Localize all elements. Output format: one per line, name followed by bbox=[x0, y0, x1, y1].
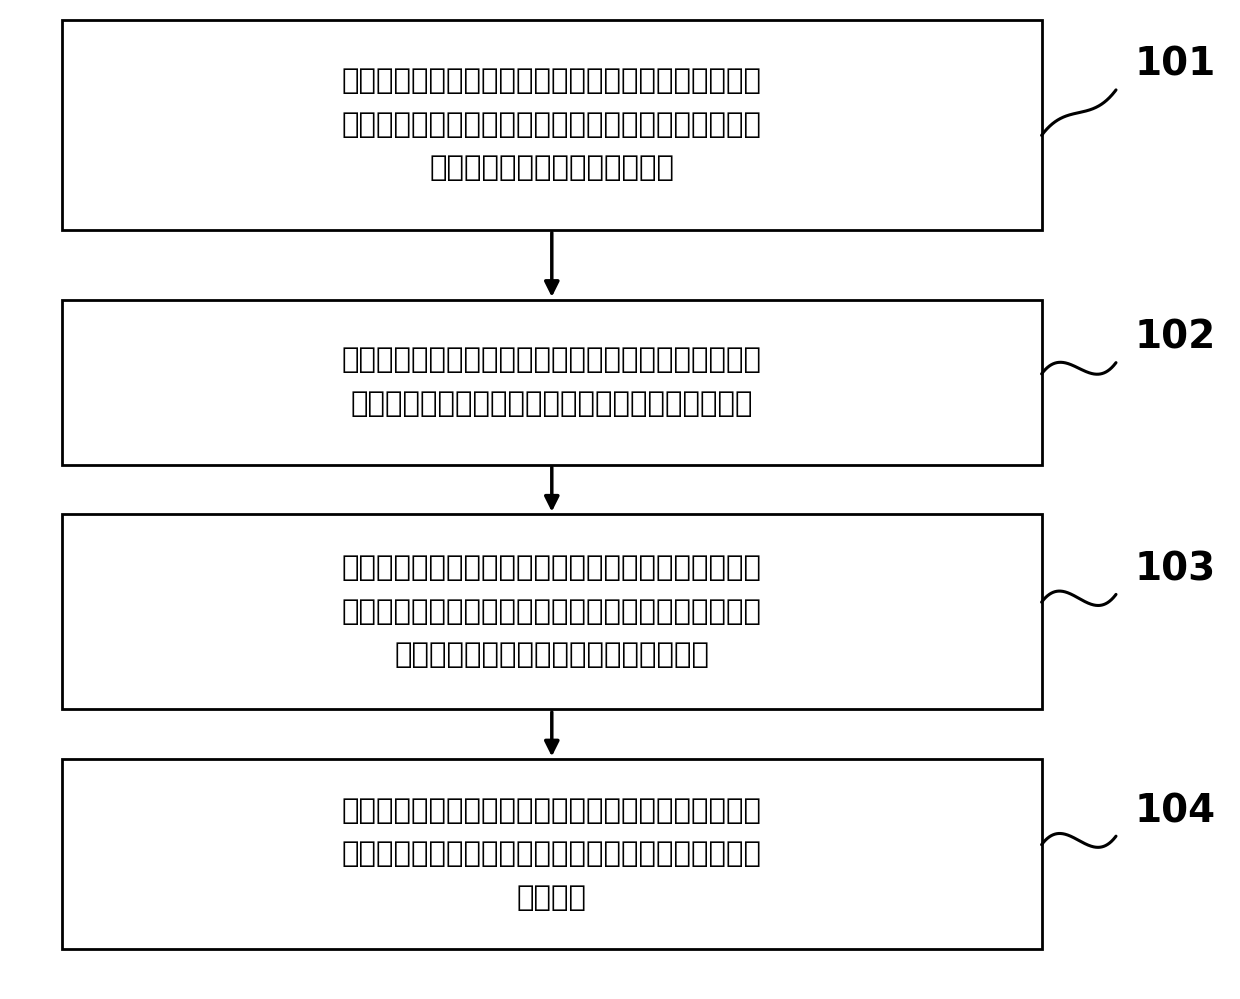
FancyBboxPatch shape bbox=[62, 20, 1042, 230]
Text: 若不存在，创建所述通话联系人的用户信息，并将合成
的所述三维图像设置为所述通话联系人的用户信息中的
图像信息: 若不存在，创建所述通话联系人的用户信息，并将合成 的所述三维图像设置为所述通话联… bbox=[342, 797, 761, 911]
Text: 103: 103 bbox=[1135, 550, 1216, 588]
Text: 当监测到视频通话建立成功后，对所述视频通话产生的
视频图像中的人像进行识别和采集，并将采集到的人像
的图像信息存储至预定存储位置: 当监测到视频通话建立成功后，对所述视频通话产生的 视频图像中的人像进行识别和采集… bbox=[342, 68, 761, 182]
FancyBboxPatch shape bbox=[62, 300, 1042, 465]
Text: 104: 104 bbox=[1135, 792, 1215, 830]
FancyBboxPatch shape bbox=[62, 759, 1042, 949]
Text: 获取所述通话联系人的用户信息以及终端设备中存储的
通信联系人的用户信息，判断所述通信联系人的用户信
息中是否存在所述通话联系人的用户信息: 获取所述通话联系人的用户信息以及终端设备中存储的 通信联系人的用户信息，判断所述… bbox=[342, 554, 761, 669]
Text: 101: 101 bbox=[1135, 46, 1216, 84]
Text: 基于预定三维图像合成算法，确定所述图像信息中通话
联系人的多张图像，并将所述多张图像合成三维图像: 基于预定三维图像合成算法，确定所述图像信息中通话 联系人的多张图像，并将所述多张… bbox=[342, 347, 761, 418]
Text: 102: 102 bbox=[1135, 319, 1216, 357]
FancyBboxPatch shape bbox=[62, 514, 1042, 709]
